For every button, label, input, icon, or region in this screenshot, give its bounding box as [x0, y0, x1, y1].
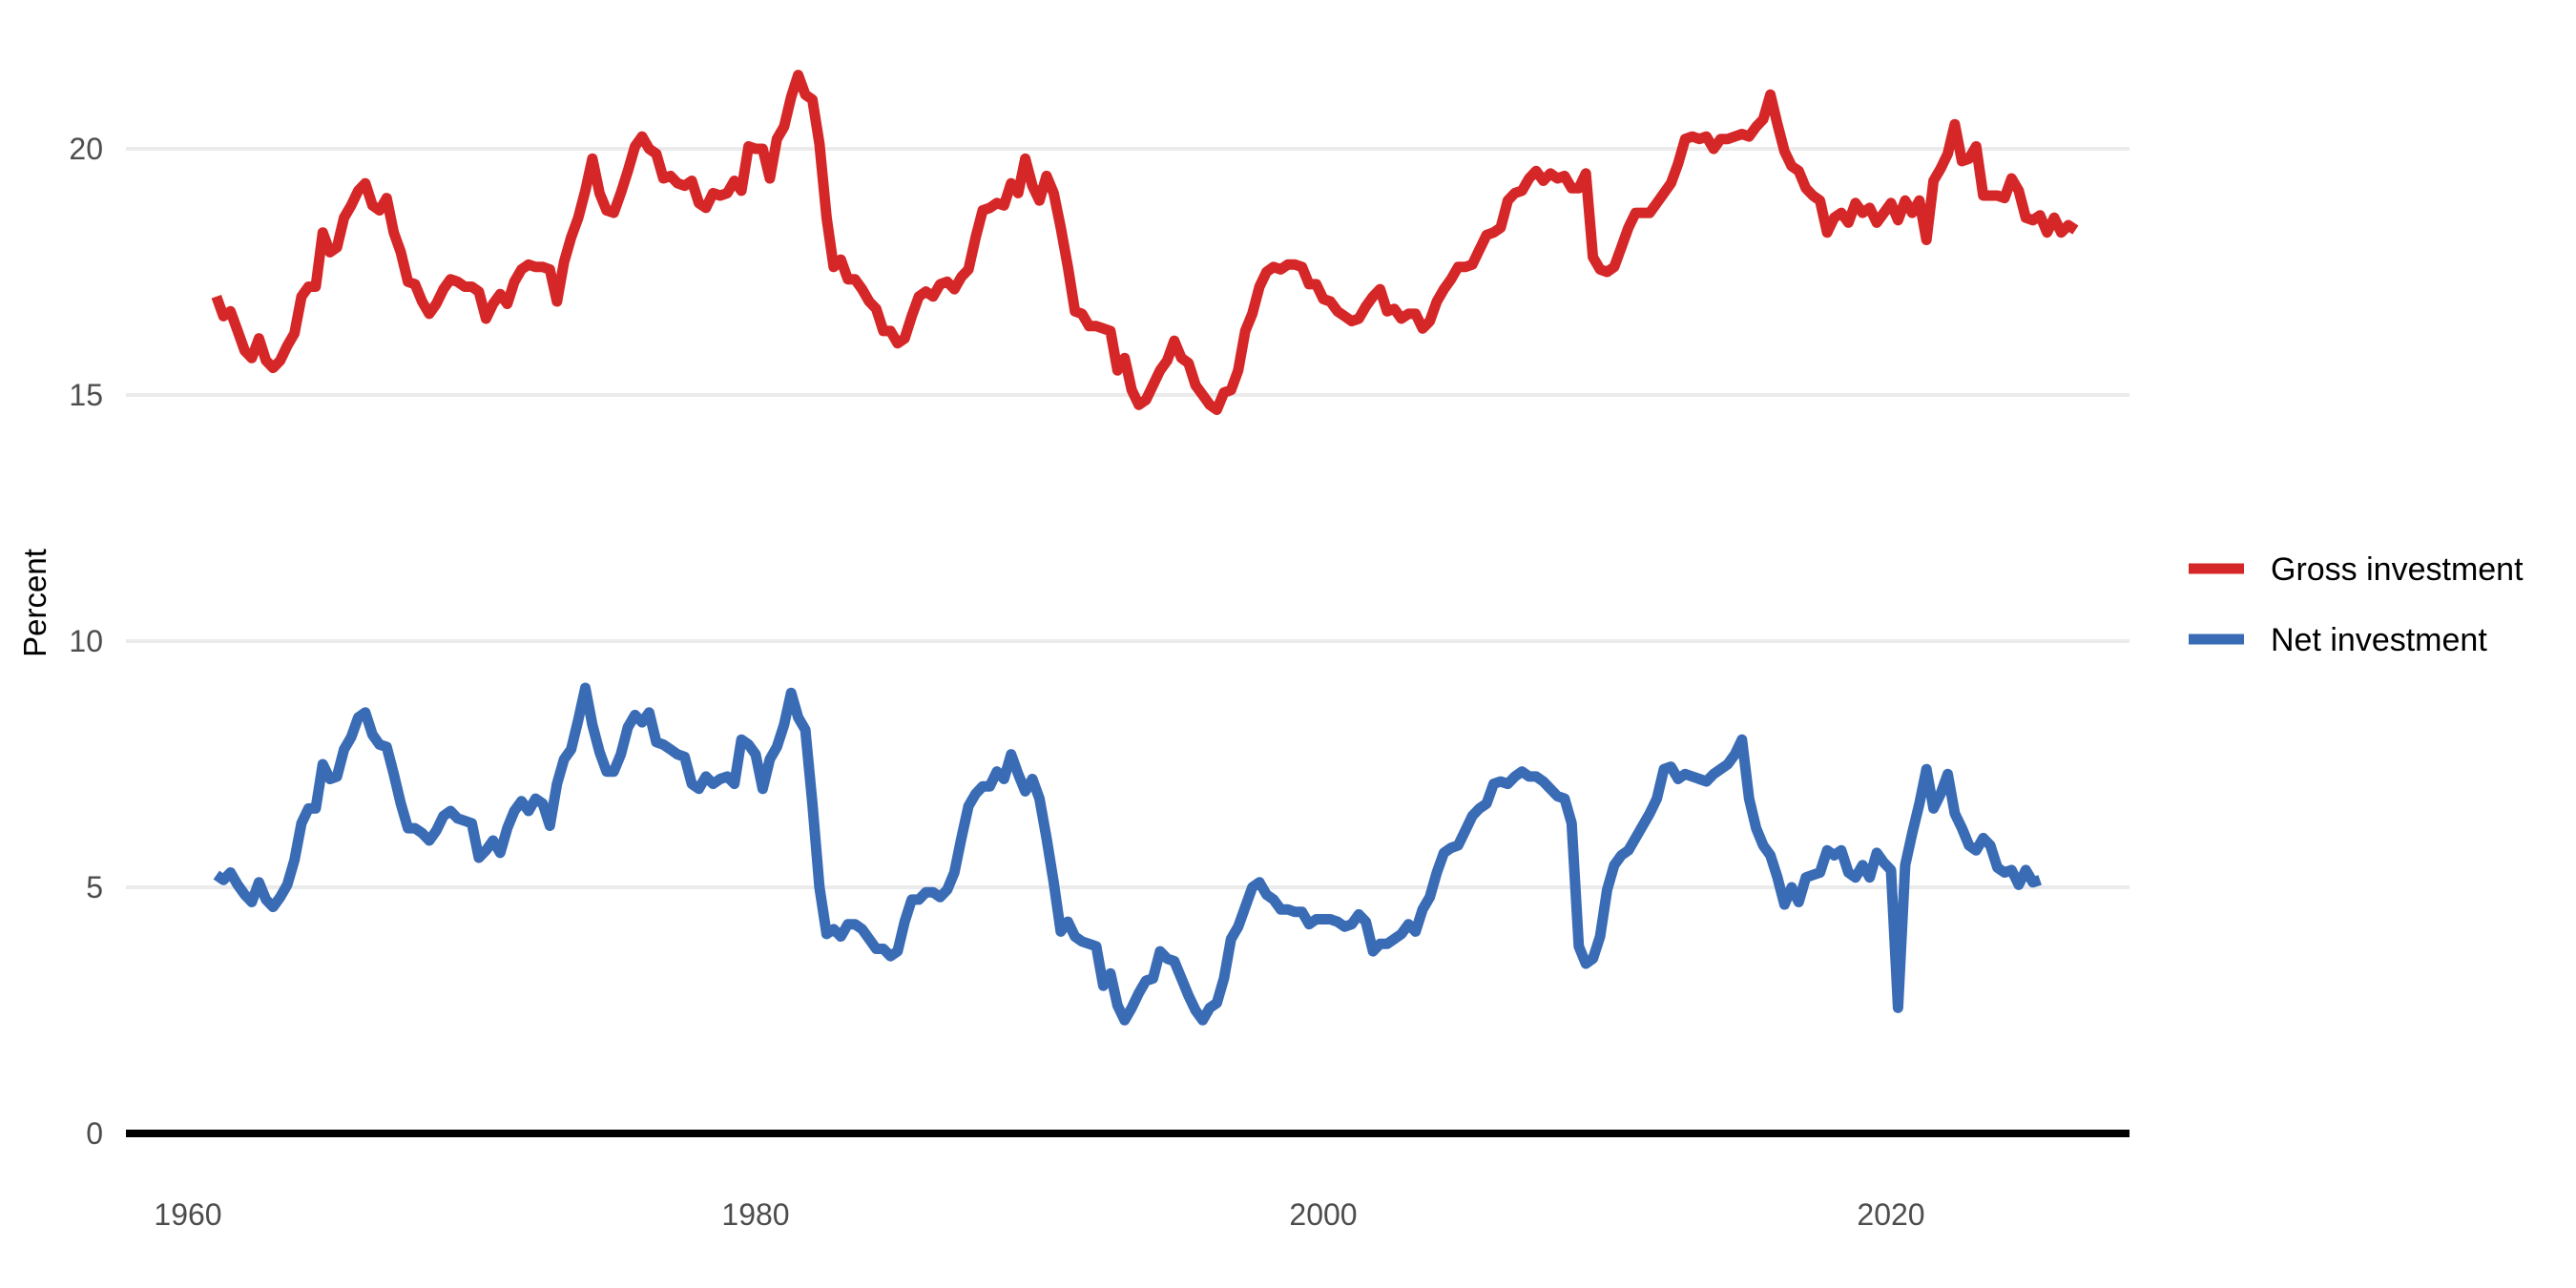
series-line-gross-investment — [211, 70, 2079, 415]
x-tick-label: 2020 — [1857, 1197, 1924, 1232]
y-axis-title: Percent — [17, 549, 52, 657]
y-tick-label: 0 — [86, 1116, 103, 1151]
y-tick-label: 15 — [69, 378, 103, 412]
legend-label-net-investment: Net investment — [2271, 622, 2487, 658]
legend: Gross investment Net investment — [2189, 551, 2524, 658]
x-axis-ticks: 1960 1980 2000 2020 — [154, 1197, 1924, 1232]
gridlines — [126, 147, 2129, 889]
y-tick-label: 5 — [86, 870, 103, 904]
y-tick-label: 20 — [69, 132, 103, 166]
x-tick-label: 2000 — [1289, 1197, 1357, 1232]
y-axis-ticks: 0 5 10 15 20 — [69, 132, 103, 1151]
x-tick-label: 1980 — [721, 1197, 789, 1232]
series-lines — [211, 70, 2079, 1026]
y-tick-label: 10 — [69, 624, 103, 658]
series-line-net-investment — [213, 682, 2042, 1026]
x-tick-label: 1960 — [154, 1197, 221, 1232]
legend-label-gross-investment: Gross investment — [2271, 551, 2524, 588]
